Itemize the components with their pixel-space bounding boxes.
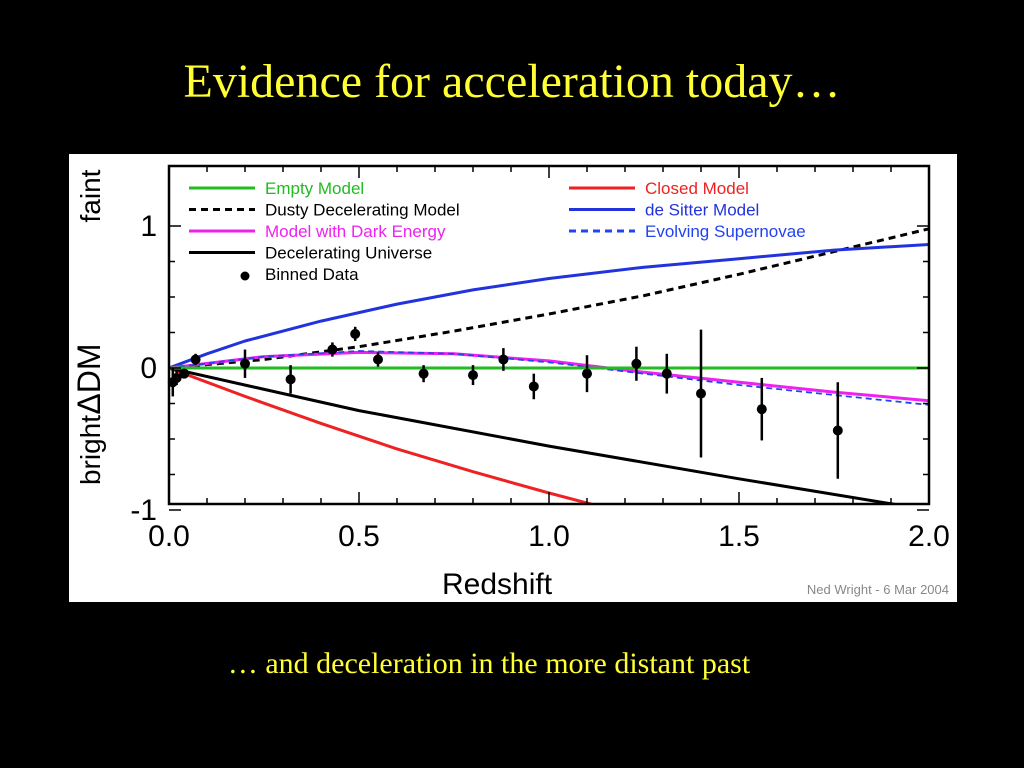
data-point	[327, 342, 338, 357]
legend-label: Dusty Decelerating Model	[265, 201, 460, 220]
data-marker	[661, 368, 672, 379]
y-axis-label-top: faint	[75, 169, 106, 222]
hubble-diagram-chart: 0.0 0.5 1.0 1.5 2.0 -1 0 1 Empty Model Dusty Dec…	[71, 164, 950, 601]
legend-item-dusty: Dusty Decelerating Model	[189, 201, 460, 220]
series-line-closed	[169, 366, 597, 504]
data-point	[756, 377, 767, 441]
legend-item-evolving: Evolving Supernovae	[569, 222, 806, 241]
y-axis-label-bottom: bright	[75, 415, 106, 485]
data-marker	[832, 425, 843, 436]
data-marker	[350, 328, 361, 339]
data-point	[350, 326, 361, 342]
legend-item-desitter: de Sitter Model	[569, 201, 759, 220]
ticks-layer: 0.0 0.5 1.0 1.5 2.0 -1 0 1	[130, 166, 950, 553]
legend-item-closed: Closed Model	[569, 179, 749, 198]
legend-swatch	[240, 271, 250, 281]
data-point	[582, 355, 592, 393]
x-axis-label: Redshift	[442, 568, 553, 601]
data-point	[468, 365, 478, 386]
curves-layer	[169, 227, 929, 504]
data-point	[832, 382, 843, 479]
data-marker	[171, 372, 182, 383]
chart-figure: 0.0 0.5 1.0 1.5 2.0 -1 0 1 Empty Model Dusty Dec…	[69, 154, 957, 602]
x-tick-label: 2.0	[908, 520, 950, 553]
data-point	[528, 373, 539, 400]
data-marker	[240, 358, 250, 369]
slide-subtitle: … and deceleration in the more distant p…	[227, 647, 751, 680]
data-point	[179, 368, 190, 379]
data-marker	[327, 344, 338, 355]
slide-title: Evidence for acceleration today…	[183, 55, 841, 108]
data-point	[190, 353, 201, 366]
legend-label: de Sitter Model	[645, 201, 759, 220]
data-marker	[285, 374, 296, 385]
data-point	[285, 365, 296, 394]
data-marker	[756, 404, 767, 415]
legend: Empty Model Dusty Decelerating Model Model…	[189, 179, 806, 284]
series-line-desitter	[169, 243, 929, 370]
credit-text: Ned Wright - 6 Mar 2004	[807, 582, 949, 597]
x-tick-label: 0.0	[148, 520, 190, 553]
series-line-dusty	[169, 227, 929, 370]
data-point	[696, 329, 706, 458]
data-point	[373, 352, 383, 367]
legend-label: Decelerating Universe	[265, 244, 432, 263]
y-tick-label: 1	[140, 210, 157, 243]
data-marker	[631, 358, 642, 369]
y-axis-label: ΔDM	[71, 343, 107, 414]
binned-data-layer	[167, 326, 843, 479]
x-tick-label: 0.5	[338, 520, 380, 553]
y-tick-label: -1	[130, 494, 157, 527]
data-marker	[528, 381, 539, 392]
legend-label: Evolving Supernovae	[645, 222, 806, 241]
x-tick-label: 1.5	[718, 520, 760, 553]
data-marker	[373, 354, 383, 365]
data-marker	[190, 354, 201, 365]
legend-label: Model with Dark Energy	[265, 222, 446, 241]
data-point	[661, 353, 672, 394]
legend-item-decel: Decelerating Universe	[189, 244, 432, 263]
data-marker	[696, 388, 706, 399]
legend-label: Binned Data	[265, 265, 359, 284]
legend-item-empty: Empty Model	[189, 179, 364, 198]
data-marker	[418, 368, 429, 379]
data-point	[240, 349, 250, 378]
series-line-decel	[169, 366, 902, 504]
series-line-darkenergy	[169, 350, 929, 403]
data-marker	[498, 354, 509, 365]
data-point	[631, 346, 642, 381]
data-point	[498, 348, 509, 371]
legend-label: Empty Model	[265, 179, 364, 198]
series-line-evolving	[169, 350, 929, 406]
legend-item-darkenergy: Model with Dark Energy	[189, 222, 446, 241]
data-marker	[179, 368, 190, 379]
legend-label: Closed Model	[645, 179, 749, 198]
x-tick-label: 1.0	[528, 520, 570, 553]
y-tick-label: 0	[140, 352, 157, 385]
data-marker	[582, 368, 592, 379]
data-point	[418, 365, 429, 383]
legend-item-data: Binned Data	[240, 265, 359, 284]
data-point	[171, 370, 182, 386]
data-marker	[468, 370, 478, 381]
